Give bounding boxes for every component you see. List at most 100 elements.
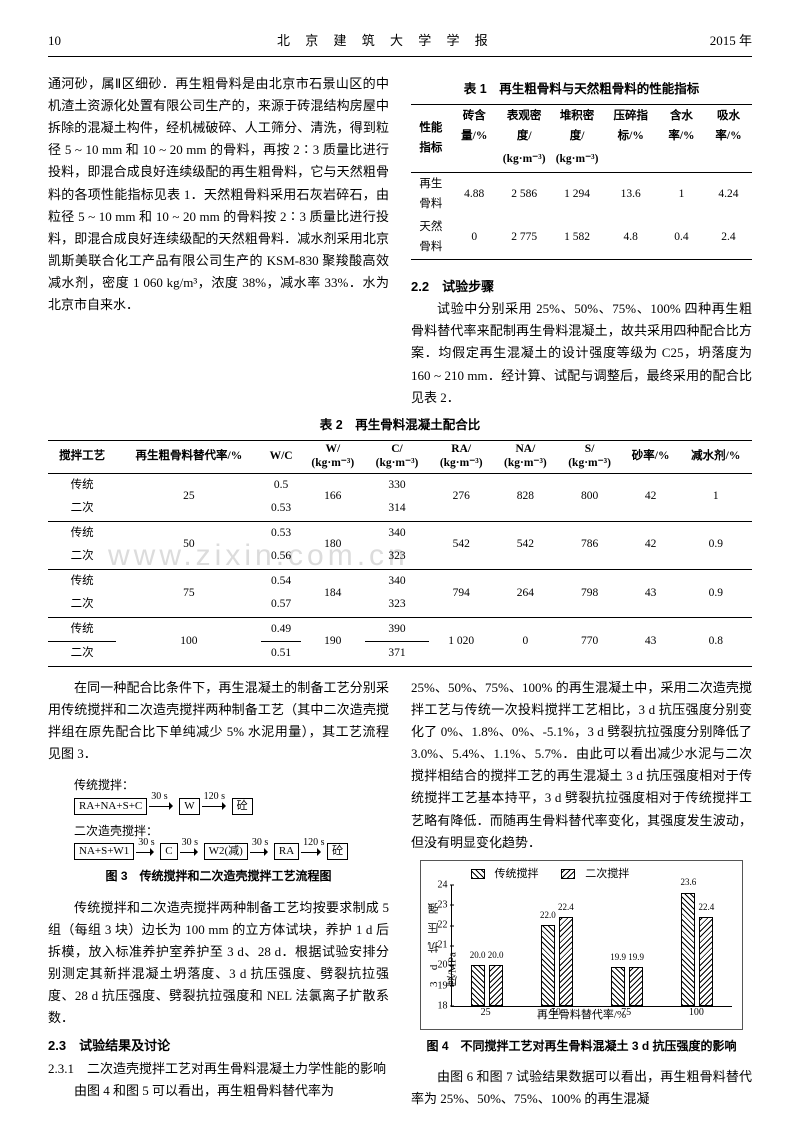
cell: 0.9 xyxy=(680,569,752,617)
cell: 0.53 xyxy=(261,497,300,521)
chart-bar xyxy=(541,925,555,1006)
cell: 276 xyxy=(429,473,493,521)
y-tick: 19 xyxy=(424,977,448,994)
t1-h2-6 xyxy=(705,148,752,172)
cell: 4.88 xyxy=(451,172,498,216)
page-year: 2015 年 xyxy=(710,30,752,52)
flow-line-1: RA+NA+S+C 30 s W 120 s 砼 xyxy=(74,798,389,815)
t1-h-3: 堆积密度/ xyxy=(551,105,604,149)
bar-value-label: 19.9 xyxy=(610,950,626,965)
cell: 天然骨料 xyxy=(411,216,451,260)
cell: 二次 xyxy=(48,642,116,667)
flow-sup: 30 s xyxy=(182,834,198,851)
x-tick: 50 xyxy=(551,1004,561,1021)
table2-title: 表 2 再生骨料混凝土配合比 xyxy=(48,415,752,436)
right-col-upper: 表 1 再生粗骨料与天然粗骨料的性能指标 性能指标 砖含量/% 表观密度/ 堆积… xyxy=(411,73,752,409)
legend-swatch-hatch xyxy=(471,869,485,879)
table1-title: 表 1 再生粗骨料与天然粗骨料的性能指标 xyxy=(411,79,752,100)
flow-arrow: 120 s xyxy=(202,799,230,813)
cell: 42 xyxy=(622,473,680,521)
cell: 4.8 xyxy=(604,216,658,260)
table2-row: 传统500.53180340542542786420.9 xyxy=(48,521,752,545)
chart-area: 1819202122232420.020.022.022.419.919.923… xyxy=(451,885,733,1007)
cell: 2 775 xyxy=(498,216,551,260)
bar-value-label: 19.9 xyxy=(628,950,644,965)
flow-box: NA+S+W1 xyxy=(74,843,134,860)
legend-label: 二次搅拌 xyxy=(585,868,629,880)
t2-h-1: 再生粗骨料替代率/% xyxy=(116,440,261,473)
fig4-caption: 图 4 不同搅拌工艺对再生骨料混凝土 3 d 抗压强度的影响 xyxy=(411,1036,752,1056)
bar-chart: 传统搅拌 二次搅拌 3 d 抗压强度/MPa 1819202122232420.… xyxy=(420,860,744,1030)
cell: 再生骨料 xyxy=(411,172,451,216)
t1-h-5: 含水率/% xyxy=(658,105,705,149)
cell: 314 xyxy=(365,497,429,521)
flowchart: 传统搅拌： RA+NA+S+C 30 s W 120 s 砼 二次造壳搅拌： N… xyxy=(74,775,389,860)
t1-h-2: 表观密度/ xyxy=(498,105,551,149)
cell: 0.9 xyxy=(680,521,752,569)
cell: 340 xyxy=(365,569,429,593)
table1-row-0: 再生骨料 4.88 2 586 1 294 13.6 1 4.24 xyxy=(411,172,752,216)
flow-box: 砼 xyxy=(327,843,348,860)
page-number: 10 xyxy=(48,30,61,52)
flow-box: RA xyxy=(274,843,299,860)
para-after-t2-right: 25%、50%、75%、100% 的再生混凝土中，采用二次造壳搅拌工艺与传统一次… xyxy=(411,677,752,854)
cell: 0.54 xyxy=(261,569,300,593)
flow-box: RA+NA+S+C xyxy=(74,798,147,815)
cell: 二次 xyxy=(48,497,116,521)
section-2-3: 2.3 试验结果及讨论 xyxy=(48,1035,389,1057)
flow-sup: 120 s xyxy=(303,834,324,851)
flow-arrow: 120 s xyxy=(301,845,325,859)
flow-box: W2(减) xyxy=(204,843,248,860)
right-col-lower: 25%、50%、75%、100% 的再生混凝土中，采用二次造壳搅拌工艺与传统一次… xyxy=(411,677,752,1110)
cell: 323 xyxy=(365,545,429,569)
t2-h-7: S/(kg·m⁻³) xyxy=(558,440,622,473)
cell: 100 xyxy=(116,617,261,666)
y-tick: 24 xyxy=(424,876,448,893)
cell: 1 294 xyxy=(551,172,604,216)
table2-row: 传统1000.491903901 0200770430.8 xyxy=(48,617,752,642)
cell: 0.49 xyxy=(261,617,300,642)
t1-h2-4 xyxy=(604,148,658,172)
cell: 0 xyxy=(451,216,498,260)
flow-sup: 30 s xyxy=(252,834,268,851)
y-tick: 23 xyxy=(424,896,448,913)
cell: 0.51 xyxy=(261,642,300,667)
table2-row: 传统250.5166330276828800421 xyxy=(48,473,752,497)
left-col-lower: 在同一种配合比条件下，再生混凝土的制备工艺分别采用传统搅拌和二次造壳搅拌两种制备… xyxy=(48,677,389,1110)
t2-h-3: W/(kg·m⁻³) xyxy=(301,440,365,473)
cell: 0.8 xyxy=(680,617,752,666)
t1-h-4: 压碎指标/% xyxy=(604,105,658,149)
cell: 0.5 xyxy=(261,473,300,497)
t1-h-0: 性能指标 xyxy=(411,105,451,173)
left-last-para: 由图 4 和图 5 可以看出，再生粗骨料替代率为 xyxy=(48,1080,389,1102)
cell: 0.56 xyxy=(261,545,300,569)
cell: 75 xyxy=(116,569,261,617)
bar-value-label: 23.6 xyxy=(681,875,697,890)
header-rule xyxy=(48,56,752,57)
cell: 42 xyxy=(622,521,680,569)
flow-label-1: 传统搅拌： xyxy=(74,775,389,795)
cell: 1 020 xyxy=(429,617,493,666)
chart-legend: 传统搅拌 二次搅拌 xyxy=(471,865,650,884)
t1-h2-1 xyxy=(451,148,498,172)
table1-header-row2: (kg·m⁻³) (kg·m⁻³) xyxy=(411,148,752,172)
chart-bar xyxy=(611,967,625,1005)
cell: 184 xyxy=(301,569,365,617)
cell: 371 xyxy=(365,642,429,667)
chart-bar xyxy=(699,917,713,1006)
y-tick: 18 xyxy=(424,997,448,1014)
t2-h-6: NA/(kg·m⁻³) xyxy=(493,440,557,473)
cell: 828 xyxy=(493,473,557,521)
flow-sup: 120 s xyxy=(204,788,225,805)
cell: 0.53 xyxy=(261,521,300,545)
lower-columns: 在同一种配合比条件下，再生混凝土的制备工艺分别采用传统搅拌和二次造壳搅拌两种制备… xyxy=(48,677,752,1110)
upper-columns: 通河砂，属Ⅱ区细砂．再生粗骨料是由北京市石景山区的中机渣土资源化处置有限公司生产… xyxy=(48,73,752,409)
bar-value-label: 22.0 xyxy=(540,908,556,923)
cell: 330 xyxy=(365,473,429,497)
legend-label: 传统搅拌 xyxy=(495,868,539,880)
cell: 传统 xyxy=(48,617,116,642)
cell: 542 xyxy=(429,521,493,569)
y-tick: 20 xyxy=(424,957,448,974)
flow-line-2: NA+S+W1 30 s C 30 s W2(减) 30 s RA 120 s … xyxy=(74,843,389,860)
t2-h-9: 减水剂/% xyxy=(680,440,752,473)
